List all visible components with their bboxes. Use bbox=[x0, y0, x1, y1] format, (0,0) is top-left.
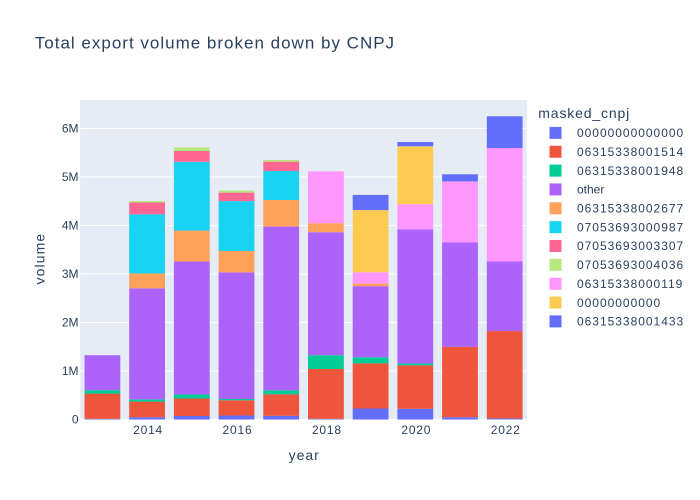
svg-text:06315338001433: 06315338001433 bbox=[577, 315, 684, 329]
svg-text:3M: 3M bbox=[62, 267, 79, 281]
svg-text:2020: 2020 bbox=[401, 423, 431, 437]
svg-text:07053693000987: 07053693000987 bbox=[577, 220, 684, 234]
svg-text:00000000000000: 00000000000000 bbox=[577, 126, 684, 140]
svg-text:other: other bbox=[577, 183, 604, 197]
svg-text:07053693003307: 07053693003307 bbox=[577, 239, 684, 253]
svg-text:2022: 2022 bbox=[491, 423, 521, 437]
svg-text:1M: 1M bbox=[62, 364, 79, 378]
svg-text:06315338001948: 06315338001948 bbox=[577, 164, 684, 178]
svg-text:06315338002677: 06315338002677 bbox=[577, 202, 684, 216]
svg-text:07053693004036: 07053693004036 bbox=[577, 258, 684, 272]
svg-text:06315338001514: 06315338001514 bbox=[577, 145, 684, 159]
svg-text:masked_cnpj: masked_cnpj bbox=[538, 105, 630, 121]
svg-text:2016: 2016 bbox=[223, 423, 253, 437]
svg-text:2018: 2018 bbox=[312, 423, 342, 437]
svg-text:6M: 6M bbox=[62, 122, 79, 136]
svg-text:2014: 2014 bbox=[133, 423, 163, 437]
svg-text:2M: 2M bbox=[62, 316, 79, 330]
svg-text:5M: 5M bbox=[62, 170, 79, 184]
svg-text:4M: 4M bbox=[62, 219, 79, 233]
svg-text:year: year bbox=[289, 447, 320, 463]
svg-text:Total export volume broken dow: Total export volume broken down by CNPJ bbox=[35, 34, 395, 53]
svg-text:00000000000: 00000000000 bbox=[577, 296, 661, 310]
svg-text:0: 0 bbox=[72, 413, 79, 427]
svg-text:06315338000119: 06315338000119 bbox=[577, 277, 683, 291]
svg-text:volume: volume bbox=[31, 233, 47, 285]
